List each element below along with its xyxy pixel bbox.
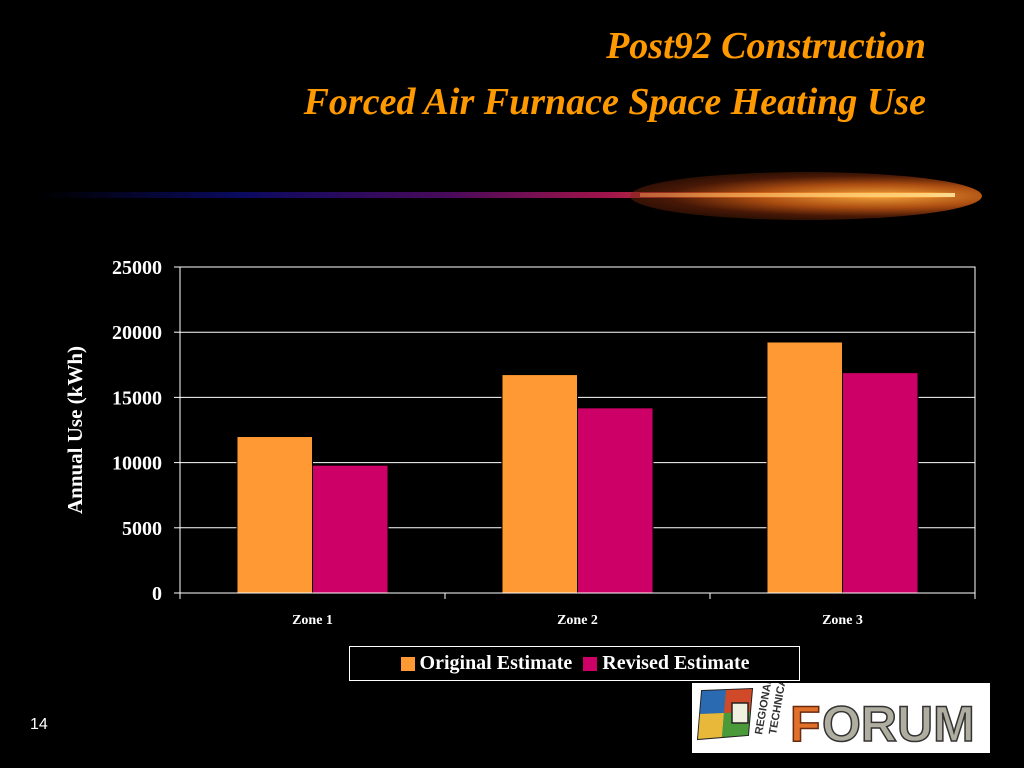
y-tick-label: 15000 <box>112 387 162 409</box>
title-line-2: Forced Air Furnace Space Heating Use <box>303 81 926 123</box>
legend-label-revised: Revised Estimate <box>602 652 750 674</box>
y-tick-label: 10000 <box>112 453 162 475</box>
logo-window-icon <box>696 687 754 741</box>
bar-revised <box>312 464 389 594</box>
title-divider <box>40 192 955 198</box>
bar-revised <box>842 372 919 594</box>
x-tick-label: Zone 3 <box>822 613 863 628</box>
logo-letters: REGIONAL TECHNICAL F ORUM <box>753 671 975 753</box>
y-axis-label: Annual Use (kWh) <box>63 346 87 514</box>
y-tick-label: 0 <box>152 583 162 605</box>
bar-revised <box>577 407 654 594</box>
divider-highlight <box>640 193 955 197</box>
x-tick-label: Zone 1 <box>292 613 333 628</box>
bar-original <box>766 341 843 594</box>
legend-swatch-original <box>399 655 416 672</box>
chart-legend: Original Estimate Revised Estimate <box>349 646 800 681</box>
bar-original <box>501 374 579 594</box>
rtf-forum-logo: REGIONAL TECHNICAL F ORUM <box>692 671 990 753</box>
logo-orum: ORUM <box>822 696 975 752</box>
legend-item-original: Original Estimate <box>399 652 573 675</box>
legend-swatch-revised <box>582 655 599 672</box>
logo-forum: F <box>790 696 821 752</box>
legend-label-original: Original Estimate <box>419 652 573 674</box>
y-tick-label: 25000 <box>112 257 162 279</box>
bar-original <box>236 436 314 594</box>
title-line-1: Post92 Construction <box>606 25 926 67</box>
page-number: 14 <box>30 716 48 733</box>
y-tick-label: 5000 <box>122 518 162 540</box>
x-tick-label: Zone 2 <box>557 613 598 628</box>
legend-item-revised: Revised Estimate <box>582 652 749 675</box>
y-tick-label: 20000 <box>112 322 162 344</box>
slide-title: Post92 Construction Forced Air Furnace S… <box>304 18 926 130</box>
